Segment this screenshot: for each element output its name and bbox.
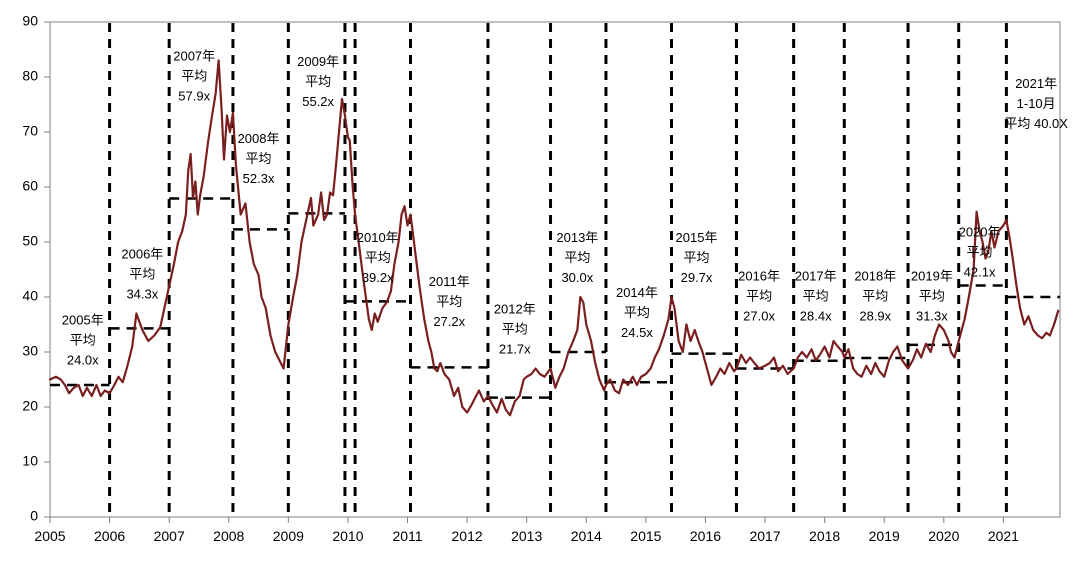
y-tick-label: 60 xyxy=(22,178,38,194)
annotation-line: 34.3x xyxy=(126,287,158,302)
y-tick-label: 10 xyxy=(22,453,38,469)
annotation-line: 平均 xyxy=(70,333,96,348)
x-tick-label: 2006 xyxy=(94,528,125,544)
annotation-line: 平均 xyxy=(564,250,590,265)
x-tick-label: 2013 xyxy=(511,528,542,544)
annotation-line: 平均 xyxy=(129,267,155,282)
annotation-line: 24.5x xyxy=(621,325,653,340)
annotation-line: 平均 xyxy=(305,74,331,89)
annotation-line: 2011年 xyxy=(429,274,470,289)
x-tick-label: 2020 xyxy=(928,528,959,544)
annotation-line: 1-10月 xyxy=(1017,96,1056,111)
annotation-line: 平均 xyxy=(436,294,462,309)
annotation-line: 2006年 xyxy=(121,247,163,262)
annotation-line: 27.0x xyxy=(743,309,775,324)
x-tick-label: 2009 xyxy=(273,528,304,544)
y-tick-label: 70 xyxy=(22,123,38,139)
chart-container: 0 10 20 30 40 50 60 70 80 90 2005 2006 2007 2008 2009 2… xyxy=(0,0,1080,565)
annotation-line: 2019年 xyxy=(911,269,953,284)
x-tick-label: 2010 xyxy=(332,528,363,544)
x-tick-label: 2008 xyxy=(213,528,244,544)
annotation-line: 27.2x xyxy=(433,314,465,329)
annotation-line: 2009年 xyxy=(297,54,339,69)
annotation-line: 平均 xyxy=(624,305,650,320)
x-tick-label: 2019 xyxy=(869,528,900,544)
annotation-line: 2020年 xyxy=(959,225,1001,240)
annotation-line: 平均 xyxy=(919,289,945,304)
y-tick-label: 40 xyxy=(22,288,38,304)
annotation-line: 平均 xyxy=(746,289,772,304)
annotation-line: 2012年 xyxy=(494,302,536,317)
annotation-line: 2018年 xyxy=(854,269,896,284)
y-tick-label: 90 xyxy=(22,13,38,29)
y-tick-label: 20 xyxy=(22,398,38,414)
x-tick-label: 2007 xyxy=(154,528,185,544)
annotation-line: 平均 xyxy=(967,245,993,260)
annotation-line: 52.3x xyxy=(243,171,275,186)
annotation-line: 55.2x xyxy=(302,94,334,109)
annotation-line: 30.0x xyxy=(561,270,593,285)
annotation-line: 2017年 xyxy=(795,269,837,284)
y-tick-label: 80 xyxy=(22,68,38,84)
annotation-line: 21.7x xyxy=(499,342,531,357)
annotation-line: 平均 40.0X xyxy=(1004,116,1068,131)
annotation-line: 2007年 xyxy=(173,49,215,64)
annotation-line: 29.7x xyxy=(681,270,713,285)
annotation-line: 39.2x xyxy=(362,270,394,285)
x-tick-label: 2014 xyxy=(571,528,602,544)
annotation-line: 2008年 xyxy=(238,131,280,146)
y-tick-label: 50 xyxy=(22,233,38,249)
annotation-line: 2014年 xyxy=(616,285,658,300)
line-chart: 0 10 20 30 40 50 60 70 80 90 2005 2006 2007 2008 2009 2… xyxy=(0,0,1080,565)
annotation-line: 28.4x xyxy=(800,309,832,324)
annotation-line: 平均 xyxy=(862,289,888,304)
annotation-line: 2005年 xyxy=(62,313,104,328)
annotation-line: 31.3x xyxy=(916,309,948,324)
x-tick-label: 2015 xyxy=(630,528,661,544)
annotation-line: 2013年 xyxy=(556,230,598,245)
x-tick-label: 2005 xyxy=(34,528,65,544)
x-tick-label: 2021 xyxy=(988,528,1019,544)
x-tick-label: 2012 xyxy=(452,528,483,544)
annotation-line: 平均 xyxy=(502,322,528,337)
annotation-line: 2015年 xyxy=(676,230,718,245)
x-tick-label: 2018 xyxy=(809,528,840,544)
y-tick-label: 0 xyxy=(30,508,38,524)
annotation-line: 57.9x xyxy=(178,89,210,104)
annotation-line: 平均 xyxy=(803,289,829,304)
annotation-line: 2021年 xyxy=(1015,76,1057,91)
x-tick-label: 2016 xyxy=(690,528,721,544)
x-tick-label: 2011 xyxy=(392,528,422,544)
annotation-line: 平均 xyxy=(246,151,272,166)
annotation-line: 42.1x xyxy=(964,265,996,280)
annotation-line: 平均 xyxy=(684,250,710,265)
annotation-line: 2010年 xyxy=(357,230,399,245)
annotation-line: 2016年 xyxy=(738,269,780,284)
y-tick-label: 30 xyxy=(22,343,38,359)
annotation-line: 平均 xyxy=(181,69,207,84)
annotation-line: 28.9x xyxy=(859,309,891,324)
x-tick-label: 2017 xyxy=(749,528,780,544)
annotation-line: 平均 xyxy=(365,250,391,265)
annotation-line: 24.0x xyxy=(67,353,99,368)
